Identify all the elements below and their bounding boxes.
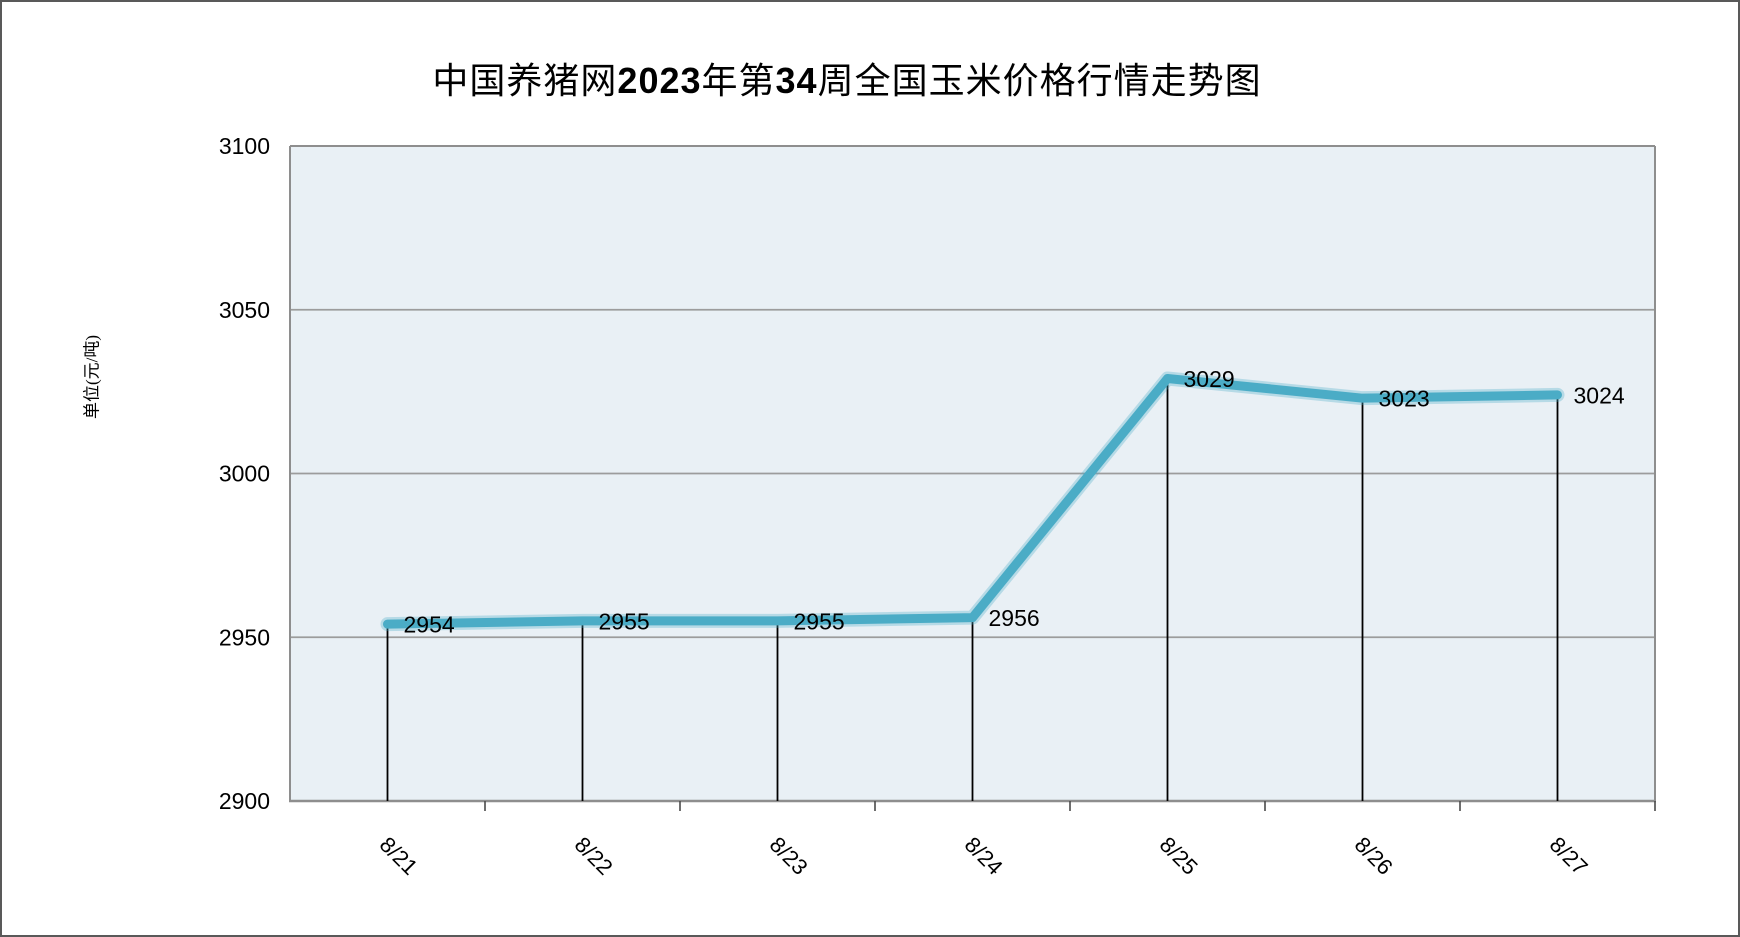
chart-title-part: 中国养猪网 (432, 61, 618, 101)
data-label: 2956 (989, 605, 1040, 631)
data-label: 3024 (1574, 382, 1625, 408)
x-tick-label: 8/27 (1545, 832, 1593, 880)
data-label: 3023 (1379, 386, 1430, 412)
y-tick-label: 3100 (219, 133, 270, 159)
data-label: 2955 (599, 608, 650, 634)
y-tick-label: 3050 (219, 297, 270, 323)
x-tick-label: 8/26 (1350, 832, 1398, 880)
chart-title-part: 2023 (617, 60, 702, 101)
data-label: 2955 (794, 608, 845, 634)
x-tick-label: 8/25 (1155, 832, 1203, 880)
y-tick-label: 2900 (219, 788, 270, 814)
x-tick-label: 8/22 (570, 832, 618, 880)
data-label: 2954 (404, 612, 455, 638)
y-tick-label: 2950 (219, 624, 270, 650)
series-line (383, 374, 1562, 629)
chart-title: 中国养猪网2023年第34周全国玉米价格行情走势图 (432, 52, 1261, 104)
chart-title-part: 周全国玉米价格行情走势图 (817, 61, 1262, 101)
x-tick-label: 8/21 (375, 832, 423, 880)
y-tick-label: 3000 (219, 461, 270, 487)
x-tick-label: 8/24 (960, 832, 1008, 880)
chart-title-part: 年第 (701, 61, 776, 101)
chart-title-part: 34 (775, 60, 818, 101)
data-label: 3029 (1184, 366, 1235, 392)
x-tick-label: 8/23 (765, 832, 813, 880)
